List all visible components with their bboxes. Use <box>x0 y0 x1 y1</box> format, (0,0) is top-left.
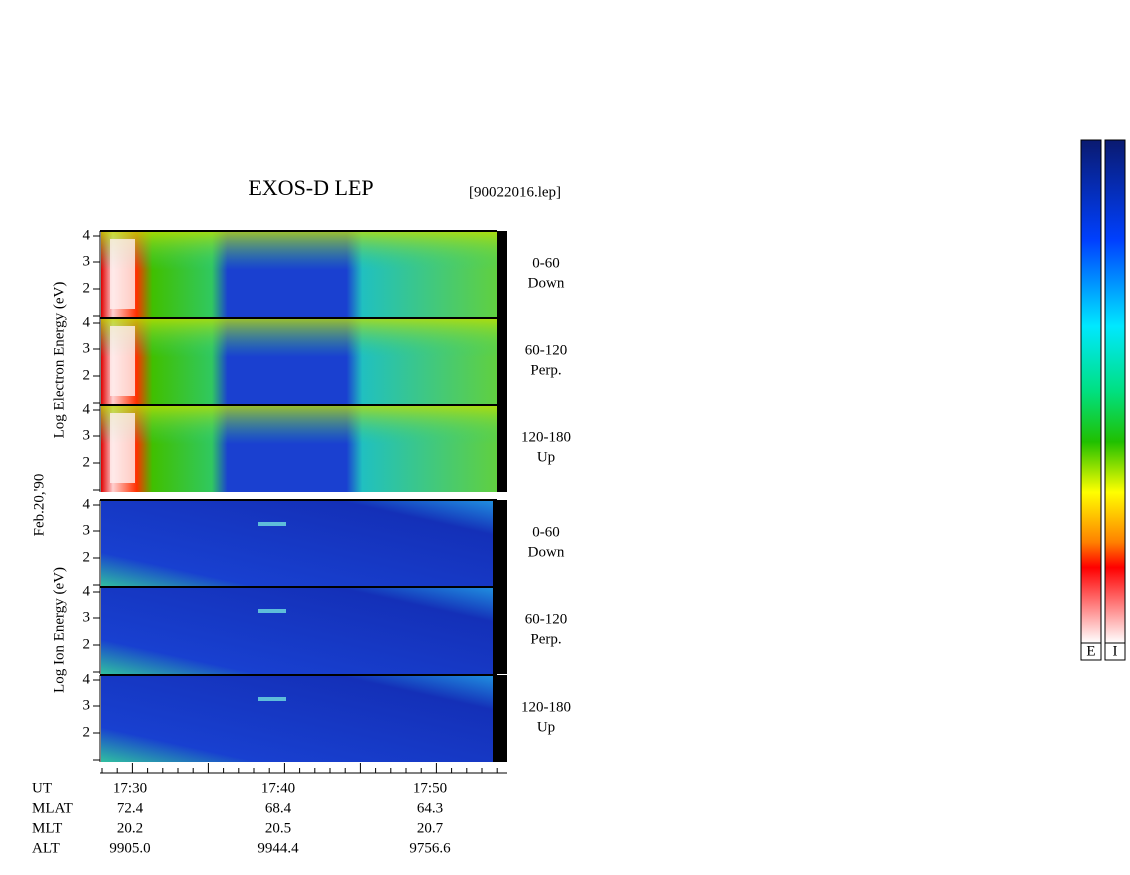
y-tick-label: 3 <box>83 697 91 713</box>
spectrogram-streak <box>258 522 286 526</box>
colorbar-label-box <box>1080 642 1102 661</box>
y-tick-label: 2 <box>83 724 91 740</box>
spectrogram <box>101 500 493 587</box>
panel-sublabel: Perp. <box>530 631 561 647</box>
footer-value: 20.7 <box>417 820 444 836</box>
y-tick-label: 2 <box>83 454 91 470</box>
panel-sublabel: Up <box>537 449 555 465</box>
spectrogram-streak <box>258 697 286 701</box>
spectrogram-overlay <box>101 231 497 318</box>
data-gap <box>497 231 507 318</box>
colorbar-label: I <box>1113 643 1118 659</box>
footer-value: 9756.6 <box>409 840 451 856</box>
spectrogram <box>101 587 493 674</box>
y-tick-label: 4 <box>83 227 91 243</box>
y-tick-label: 2 <box>83 280 91 296</box>
data-gap <box>493 587 507 674</box>
colorbar-label-box <box>1104 642 1126 661</box>
data-gap <box>497 318 507 405</box>
panel-sublabel: Down <box>528 544 565 560</box>
y-tick-label: 2 <box>83 636 91 652</box>
footer-value: 17:30 <box>113 780 147 796</box>
panel-label: 0-60 <box>532 524 560 540</box>
panel-sublabel: Perp. <box>530 362 561 378</box>
y-tick-label: 3 <box>83 522 91 538</box>
panel-label: 120-180 <box>521 429 571 445</box>
y-tick-label: 4 <box>83 496 91 512</box>
footer-value: 68.4 <box>265 800 292 816</box>
y-tick-label: 4 <box>83 314 91 330</box>
y-tick-label: 2 <box>83 549 91 565</box>
y-tick-label: 4 <box>83 583 91 599</box>
panel-label: 0-60 <box>532 255 560 271</box>
panel-sublabel: Down <box>528 275 565 291</box>
y-tick-label: 4 <box>83 401 91 417</box>
y-tick-label: 3 <box>83 253 91 269</box>
panel-sublabel: Up <box>537 719 555 735</box>
footer-label: MLAT <box>32 800 73 816</box>
spectrogram-hot <box>110 326 135 396</box>
panel-label: 60-120 <box>525 342 568 358</box>
panel-label: 60-120 <box>525 611 568 627</box>
panel-label: 120-180 <box>521 699 571 715</box>
axis-label: Log Ion Energy (eV) <box>51 567 67 693</box>
spectrogram-overlay <box>101 405 497 492</box>
footer-value: 72.4 <box>117 800 144 816</box>
footer-value: 20.2 <box>117 820 143 836</box>
title: EXOS-D LEP <box>248 175 373 200</box>
file-name: [90022016.lep] <box>469 184 561 200</box>
y-tick-label: 3 <box>83 340 91 356</box>
footer-value: 20.5 <box>265 820 291 836</box>
colorbar <box>1104 139 1126 644</box>
data-gap <box>493 675 507 762</box>
y-tick-label: 3 <box>83 609 91 625</box>
axis-label: Log Electron Energy (eV) <box>51 282 67 439</box>
date: Feb.20,'90 <box>31 474 47 537</box>
footer-value: 17:50 <box>413 780 447 796</box>
colorbar-label: E <box>1086 643 1095 659</box>
data-gap <box>493 500 507 587</box>
footer-value: 64.3 <box>417 800 443 816</box>
spectrogram-hot <box>110 413 135 483</box>
spectrogram-streak <box>258 609 286 613</box>
colorbar <box>1080 139 1102 644</box>
spectrogram-overlay <box>101 318 497 405</box>
footer-value: 17:40 <box>261 780 295 796</box>
y-tick-label: 4 <box>83 671 91 687</box>
footer-value: 9944.4 <box>257 840 299 856</box>
footer-label: ALT <box>32 840 60 856</box>
spectrogram-hot <box>110 239 135 309</box>
footer-label: MLT <box>32 820 62 836</box>
y-tick-label: 2 <box>83 367 91 383</box>
y-tick-label: 3 <box>83 427 91 443</box>
footer-value: 9905.0 <box>109 840 150 856</box>
spectrogram <box>101 675 493 762</box>
data-gap <box>497 405 507 492</box>
footer-label: UT <box>32 780 52 796</box>
